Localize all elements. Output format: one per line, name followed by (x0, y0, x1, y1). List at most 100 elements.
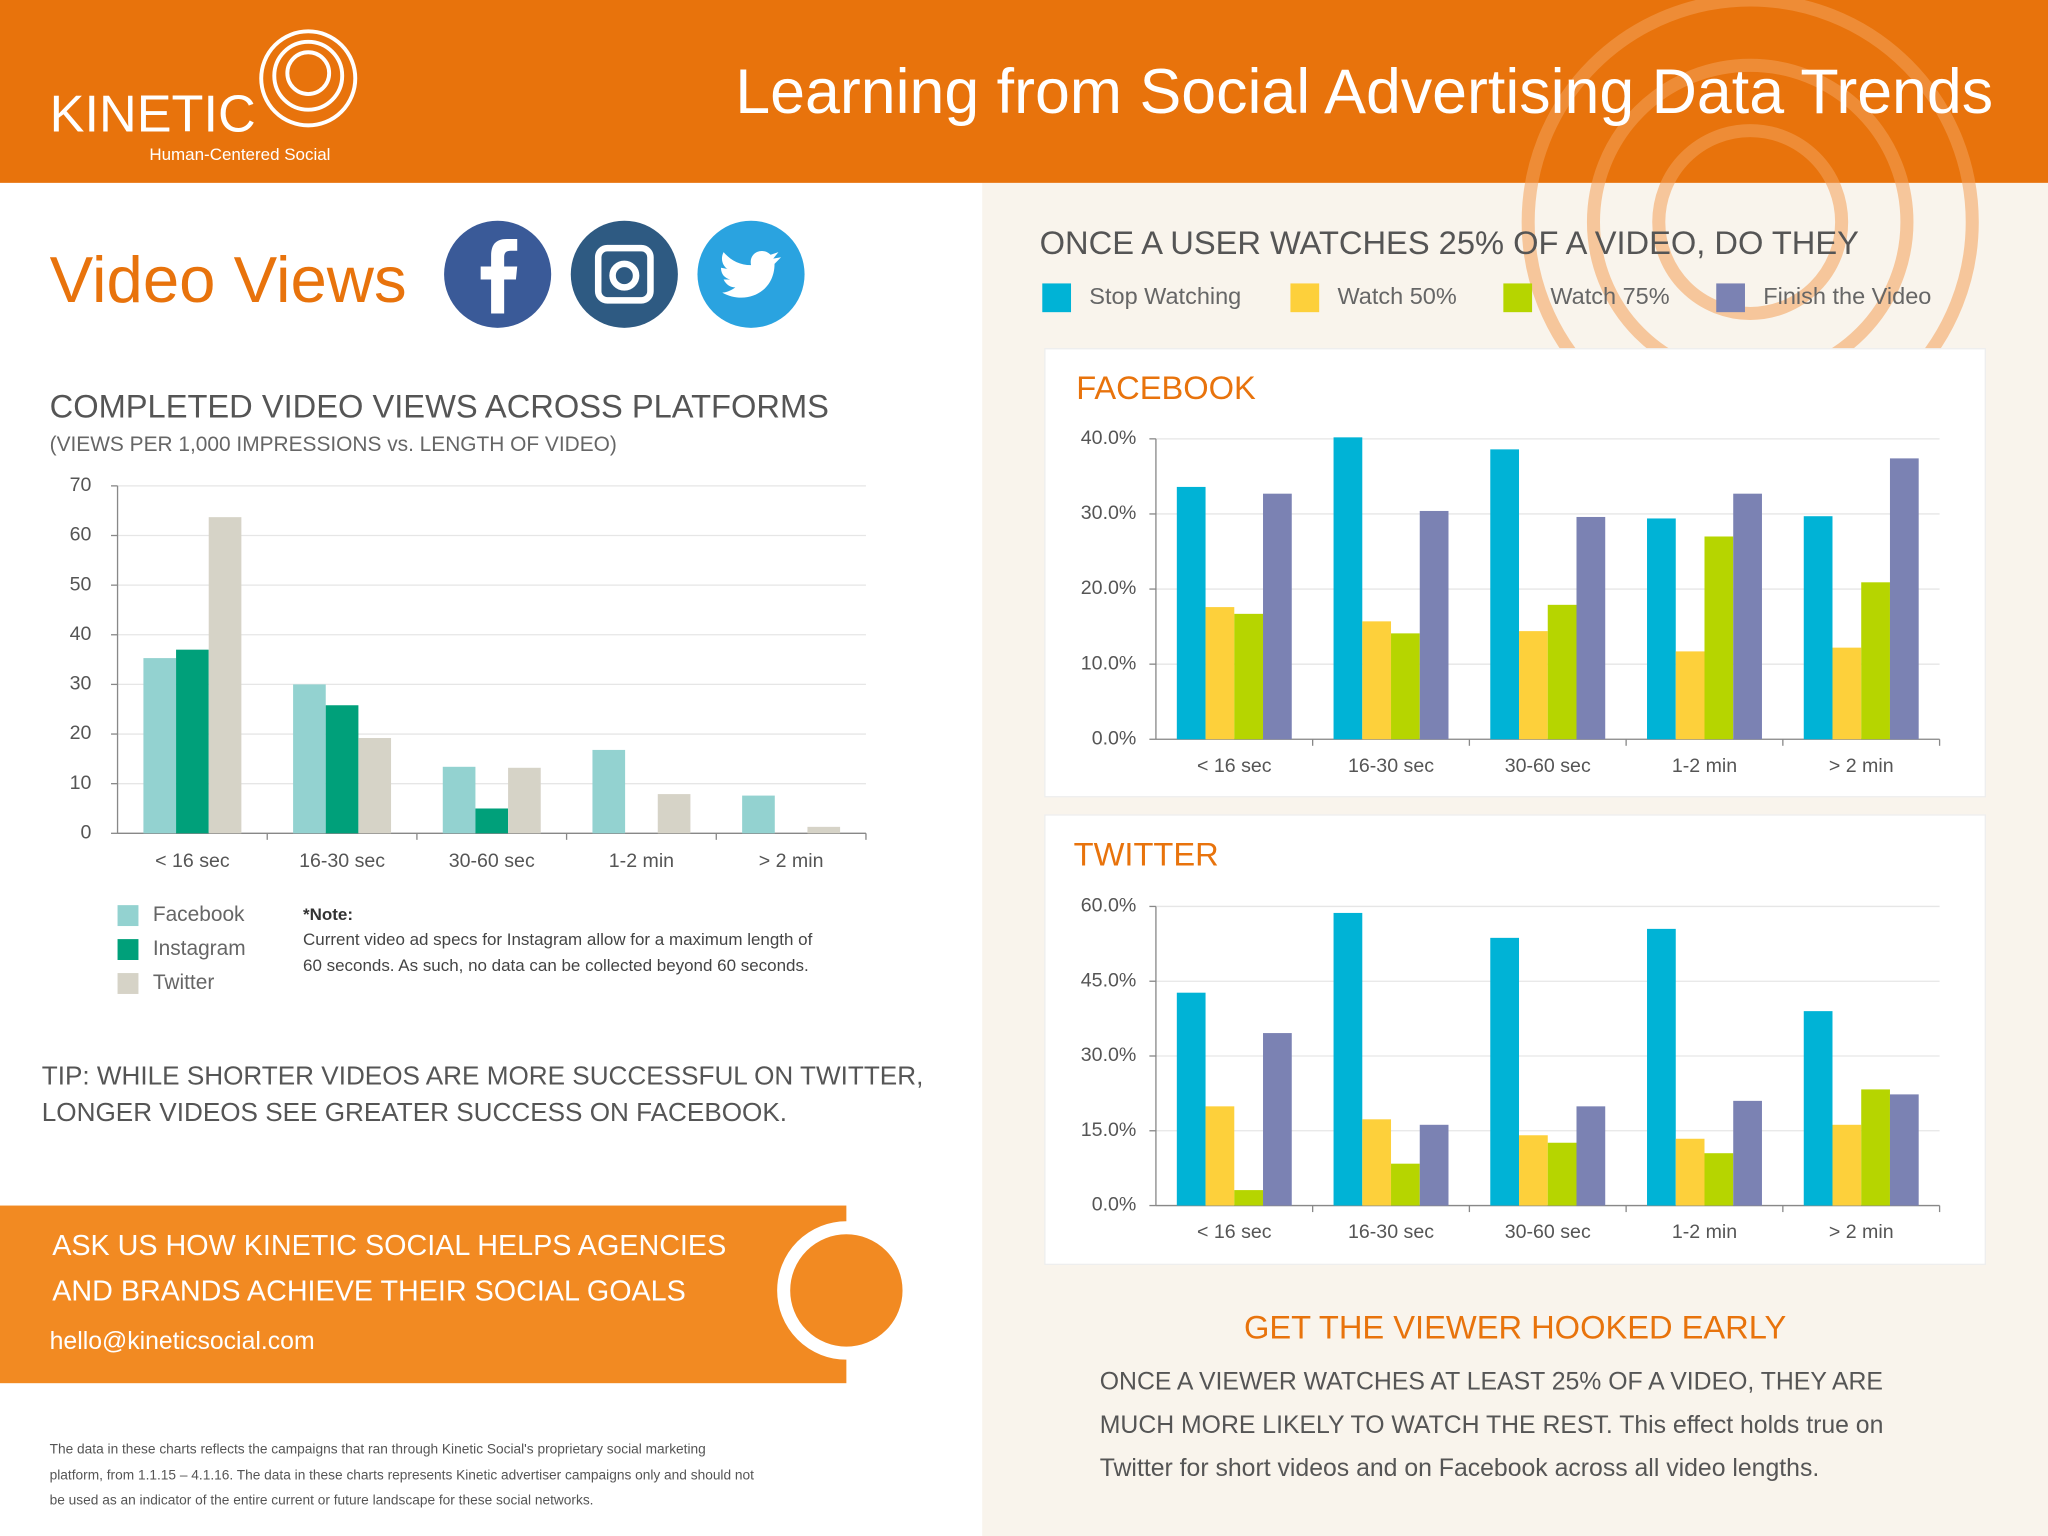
page-title: Learning from Social Advertising Data Tr… (735, 57, 1993, 127)
y-tick-label: 10 (70, 772, 92, 794)
bar (742, 795, 775, 834)
x-tick-label: 16-30 sec (1348, 755, 1434, 777)
bar (592, 749, 626, 834)
bar (807, 826, 841, 834)
legend-swatch (117, 973, 139, 994)
bar (1176, 486, 1206, 740)
legend-label: Facebook (153, 903, 245, 926)
disclaimer-line: platform, from 1.1.15 – 4.1.16. The data… (50, 1468, 755, 1483)
bar (143, 658, 177, 834)
bar (1704, 536, 1734, 740)
bar (208, 517, 242, 834)
instagram-glyph (594, 244, 654, 304)
tagline: Human-Centered Social (149, 145, 330, 164)
question-title: ONCE A USER WATCHES 25% OF A VIDEO, DO T… (1040, 224, 1859, 261)
y-tick-label: 60 (70, 524, 92, 546)
bar (325, 705, 359, 834)
x-tick-label: < 16 sec (1197, 755, 1272, 777)
bar: Finish the Video (1263, 1033, 1292, 1206)
bar: Watch 50% (1832, 1124, 1862, 1206)
legend-label: Watch 75% (1550, 283, 1669, 309)
bar: Watch 75% (1704, 1153, 1734, 1206)
hook-line: ONCE A VIEWER WATCHES AT LEAST 25% OF A … (1100, 1369, 1883, 1396)
y-tick-label: 20.0% (1081, 577, 1137, 599)
bar (1832, 647, 1862, 740)
bar (1861, 582, 1890, 740)
bar: Watch 75% (1861, 1089, 1890, 1206)
x-tick-label: 16-30 sec (1348, 1221, 1434, 1243)
bar (1333, 437, 1363, 740)
y-tick-label: 50 (70, 573, 92, 595)
bar: Watch 75% (1547, 1142, 1577, 1206)
chart-title: TWITTER (1074, 835, 1219, 872)
y-tick-label: 0.0% (1092, 1194, 1137, 1216)
bar (176, 649, 209, 834)
y-tick-label: 10.0% (1081, 652, 1137, 674)
bar (1234, 613, 1264, 740)
bar (1263, 493, 1292, 740)
x-tick-label: 30-60 sec (1505, 755, 1591, 777)
y-tick-label: 0.0% (1092, 727, 1137, 749)
bar: Stop Watching (1647, 928, 1676, 1206)
facebook-glyph (480, 239, 518, 314)
legend-label: Instagram (153, 937, 246, 960)
social-icons (444, 220, 805, 328)
legend-swatch (117, 939, 139, 960)
x-tick-label: 16-30 sec (299, 850, 385, 872)
bar: Finish the Video (1419, 1124, 1449, 1206)
legend-label: Finish the Video (1763, 283, 1931, 309)
bar (1205, 607, 1235, 740)
bar: Finish the Video (1733, 1100, 1762, 1206)
bar (1675, 651, 1705, 740)
legend-swatch (1042, 283, 1072, 313)
bar: Watch 75% (1391, 1163, 1420, 1206)
section-title: Video Views (50, 243, 407, 316)
x-tick-label: 1-2 min (1672, 1221, 1737, 1243)
bar (293, 684, 326, 834)
bar: Watch 50% (1362, 1119, 1392, 1206)
hook-line: MUCH MORE LIKELY TO WATCH THE REST. This… (1100, 1412, 1884, 1439)
twitter-glyph (720, 251, 782, 298)
cta-line: AND BRANDS ACHIEVE THEIR SOCIAL GOALS (52, 1276, 686, 1308)
bar: Watch 75% (1234, 1190, 1264, 1206)
y-tick-label: 70 (70, 474, 92, 496)
x-tick-label: 1-2 min (1672, 755, 1737, 777)
chart-subtitle: (VIEWS PER 1,000 IMPRESSIONS vs. LENGTH … (50, 433, 617, 456)
bar (1419, 510, 1449, 740)
bar (442, 766, 476, 834)
x-tick-label: 30-60 sec (1505, 1221, 1591, 1243)
legend-label: Stop Watching (1089, 283, 1241, 309)
disclaimer-line: The data in these charts reflects the ca… (50, 1441, 706, 1456)
legend-swatch (1290, 283, 1320, 313)
cta-banner (0, 1205, 847, 1384)
bar (1576, 516, 1606, 740)
bar (657, 794, 691, 834)
bar (1647, 518, 1676, 740)
bar (475, 808, 509, 834)
bar (508, 767, 541, 834)
y-tick-label: 30.0% (1081, 1044, 1137, 1066)
bar: Finish the Video (1576, 1106, 1606, 1206)
y-tick-label: 45.0% (1081, 969, 1137, 991)
y-tick-label: 20 (70, 722, 92, 744)
legend-swatch (1503, 283, 1533, 313)
x-tick-label: > 2 min (1829, 755, 1894, 777)
bar (1547, 604, 1577, 740)
bar (1519, 631, 1548, 740)
legend-swatch (1716, 283, 1745, 313)
bar: Watch 50% (1205, 1106, 1235, 1206)
bar: Finish the Video (1889, 1094, 1919, 1206)
cta-email[interactable]: hello@kineticsocial.com (50, 1328, 315, 1355)
instagram-icon (570, 220, 678, 328)
chart-title: FACEBOOK (1076, 369, 1256, 406)
hook-line: Twitter for short videos and on Facebook… (1100, 1455, 1819, 1482)
logo-mark (259, 29, 358, 128)
legend-label: Watch 50% (1337, 283, 1456, 309)
bar (1733, 493, 1762, 740)
hook-title: GET THE VIEWER HOOKED EARLY (1244, 1308, 1787, 1345)
legend-label: Twitter (153, 971, 215, 994)
chart-title: COMPLETED VIDEO VIEWS ACROSS PLATFORMS (50, 387, 829, 424)
y-tick-label: 30 (70, 673, 92, 695)
x-tick-label: < 16 sec (1197, 1221, 1272, 1243)
